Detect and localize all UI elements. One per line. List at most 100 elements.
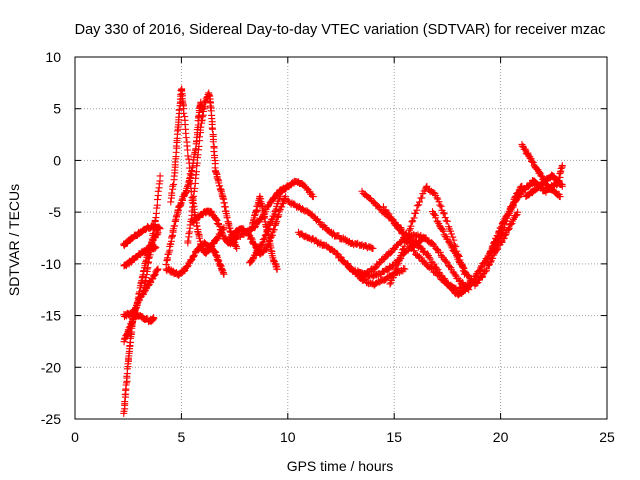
- series-track-9: [184, 89, 219, 247]
- data-point: [447, 230, 455, 238]
- data-point: [478, 263, 486, 271]
- data-point: [488, 248, 496, 256]
- data-point: [505, 225, 513, 233]
- data-point: [344, 261, 352, 269]
- data-point: [432, 214, 440, 222]
- data-point: [436, 201, 444, 209]
- data-point: [514, 208, 522, 216]
- data-point: [556, 193, 564, 201]
- data-point: [500, 217, 508, 225]
- data-point: [381, 254, 389, 262]
- data-point: [276, 192, 284, 200]
- data-point: [393, 264, 401, 272]
- data-point: [268, 216, 276, 224]
- data-point: [439, 209, 447, 217]
- data-point: [409, 217, 417, 225]
- data-point: [412, 209, 420, 217]
- data-point: [507, 220, 515, 228]
- data-point: [193, 222, 201, 230]
- data-point: [212, 215, 220, 223]
- data-point: [210, 148, 218, 156]
- data-point: [195, 234, 203, 242]
- data-point: [216, 261, 224, 269]
- data-point: [168, 189, 176, 197]
- x-tick-label: 10: [280, 429, 296, 445]
- data-point: [257, 200, 265, 208]
- data-point: [415, 198, 423, 206]
- data-point: [196, 133, 204, 141]
- data-point: [451, 248, 459, 256]
- data-point: [219, 194, 227, 202]
- data-point: [486, 249, 494, 257]
- data-point: [309, 193, 317, 201]
- data-point: [464, 271, 472, 279]
- data-point: [390, 269, 398, 277]
- data-point: [270, 226, 278, 234]
- series-track-15: [248, 192, 281, 273]
- data-point: [215, 220, 223, 228]
- data-point: [440, 210, 448, 218]
- x-tick-label: 0: [71, 429, 79, 445]
- data-point: [405, 226, 413, 234]
- data-point: [387, 248, 395, 256]
- data-point: [417, 244, 425, 252]
- data-point: [410, 214, 418, 222]
- data-point: [394, 261, 402, 269]
- data-point: [180, 267, 188, 275]
- data-point: [183, 263, 191, 271]
- data-point: [190, 253, 198, 261]
- data-point: [435, 271, 443, 279]
- data-point: [171, 222, 179, 230]
- data-point: [450, 236, 458, 244]
- data-point: [216, 222, 224, 230]
- data-point: [128, 318, 136, 326]
- data-point: [215, 179, 223, 187]
- data-point: [135, 288, 143, 296]
- series-track-26: [518, 140, 564, 201]
- data-point: [537, 172, 545, 180]
- y-tick-label: 0: [53, 152, 61, 168]
- data-point: [175, 113, 183, 121]
- data-point: [155, 180, 163, 188]
- series-track-28: [528, 162, 566, 196]
- data-point: [193, 168, 201, 176]
- x-tick-label: 20: [493, 429, 509, 445]
- data-point: [408, 218, 416, 226]
- data-point: [167, 240, 175, 248]
- data-point: [156, 225, 164, 233]
- data-point: [528, 157, 536, 165]
- data-point: [220, 270, 228, 278]
- data-point: [186, 175, 194, 183]
- data-point: [401, 265, 409, 273]
- data-point: [492, 235, 500, 243]
- data-point: [169, 182, 177, 190]
- data-point: [389, 273, 397, 281]
- data-point: [127, 321, 135, 329]
- data-point: [459, 263, 467, 271]
- data-point: [187, 256, 195, 264]
- y-tick-label: -10: [41, 256, 61, 272]
- data-point: [369, 244, 377, 252]
- data-point: [154, 187, 162, 195]
- data-point: [153, 196, 161, 204]
- data-point: [121, 398, 129, 406]
- data-point: [205, 91, 213, 99]
- data-point: [123, 329, 131, 337]
- data-point: [488, 243, 496, 251]
- data-point: [216, 182, 224, 190]
- data-point: [436, 248, 444, 256]
- data-point: [184, 146, 192, 154]
- data-point: [170, 172, 178, 180]
- data-point: [413, 202, 421, 210]
- data-point: [433, 194, 441, 202]
- data-point: [273, 265, 281, 273]
- data-point: [348, 266, 356, 274]
- data-point: [247, 234, 255, 242]
- data-point: [371, 264, 379, 272]
- data-point: [167, 198, 175, 206]
- x-tick-label: 25: [599, 429, 615, 445]
- data-point: [434, 218, 442, 226]
- data-points: [120, 85, 566, 417]
- data-point: [498, 223, 506, 231]
